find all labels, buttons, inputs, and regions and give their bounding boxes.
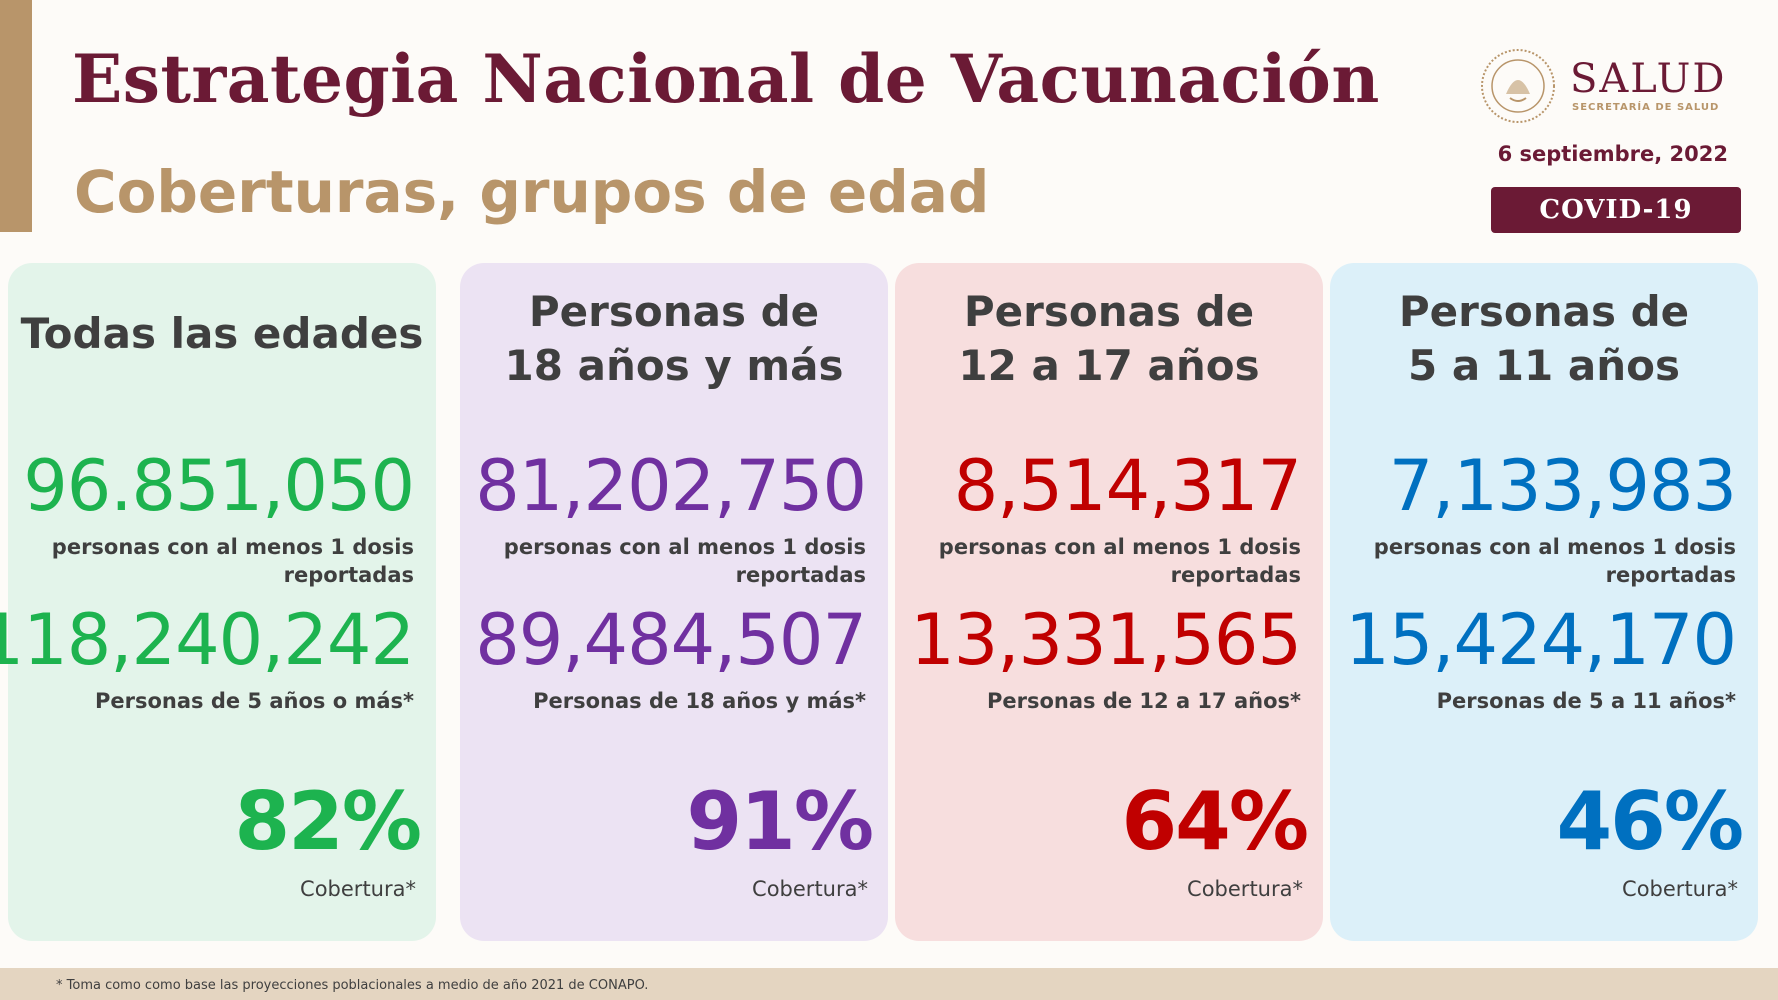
- page-subtitle: Coberturas, grupos de edad: [74, 158, 990, 226]
- coverage-percent: 91%: [686, 775, 874, 868]
- population-count: 118,240,242: [0, 599, 415, 681]
- card-title: Personas de: [528, 287, 820, 336]
- card-title: Personas de: [963, 287, 1255, 336]
- vaccinated-label-2: reportadas: [283, 563, 414, 587]
- coverage-percent: 82%: [234, 775, 422, 868]
- logo-subtext: SECRETARÍA DE SALUD: [1572, 102, 1720, 113]
- card-18-plus: Personas de 18 años y más 81,202,750 per…: [460, 263, 888, 941]
- vaccinated-label: personas con al menos 1 dosis: [51, 535, 414, 559]
- vaccinated-count: 81,202,750: [475, 445, 867, 527]
- report-date: 6 septiembre, 2022: [1497, 142, 1728, 166]
- card-title-line-2: 18 años y más: [504, 341, 844, 390]
- card-title-line-2: 5 a 11 años: [1408, 341, 1680, 390]
- footer-bar: [0, 968, 1778, 1000]
- vaccinated-label-2: reportadas: [1170, 563, 1301, 587]
- card-title-line-2: 12 a 17 años: [958, 341, 1260, 390]
- card-12-17: Personas de 12 a 17 años 8,514,317 perso…: [895, 263, 1323, 941]
- covid-badge: COVID-19: [1491, 187, 1741, 233]
- accent-bar: [0, 0, 32, 232]
- card-5-11: Personas de 5 a 11 años 7,133,983 person…: [1330, 263, 1758, 941]
- vaccinated-label: personas con al menos 1 dosis: [938, 535, 1301, 559]
- salud-logo: SALUD SECRETARÍA DE SALUD: [1478, 46, 1778, 136]
- vaccinated-count: 7,133,983: [1388, 445, 1737, 527]
- coverage-label: Cobertura*: [752, 877, 868, 901]
- logo-word: SALUD: [1570, 56, 1727, 102]
- population-count: 89,484,507: [475, 599, 867, 681]
- coverage-label: Cobertura*: [1622, 877, 1738, 901]
- card-title: Personas de: [1398, 287, 1690, 336]
- population-count: 15,424,170: [1345, 599, 1737, 681]
- coverage-percent: 64%: [1121, 775, 1309, 868]
- vaccinated-label-2: reportadas: [735, 563, 866, 587]
- coverage-label: Cobertura*: [300, 877, 416, 901]
- population-count: 13,331,565: [910, 599, 1302, 681]
- vaccinated-label-2: reportadas: [1605, 563, 1736, 587]
- footnote: * Toma como como base las proyecciones p…: [56, 978, 649, 993]
- coverage-percent: 46%: [1556, 775, 1744, 868]
- card-title: Todas las edades: [20, 309, 424, 358]
- vaccinated-count: 96.851,050: [23, 445, 415, 527]
- population-label: Personas de 12 a 17 años*: [986, 689, 1301, 713]
- population-label: Personas de 18 años y más*: [533, 689, 866, 713]
- vaccinated-label: personas con al menos 1 dosis: [1373, 535, 1736, 559]
- population-label: Personas de 5 años o más*: [95, 689, 414, 713]
- coverage-label: Cobertura*: [1187, 877, 1303, 901]
- vaccinated-label: personas con al menos 1 dosis: [503, 535, 866, 559]
- page-title: Estrategia Nacional de Vacunación: [72, 40, 1380, 118]
- card-all-ages: Todas las edades 96.851,050 personas con…: [0, 263, 436, 941]
- vaccinated-count: 8,514,317: [953, 445, 1302, 527]
- population-label: Personas de 5 a 11 años*: [1436, 689, 1736, 713]
- national-seal-icon: [1481, 49, 1555, 123]
